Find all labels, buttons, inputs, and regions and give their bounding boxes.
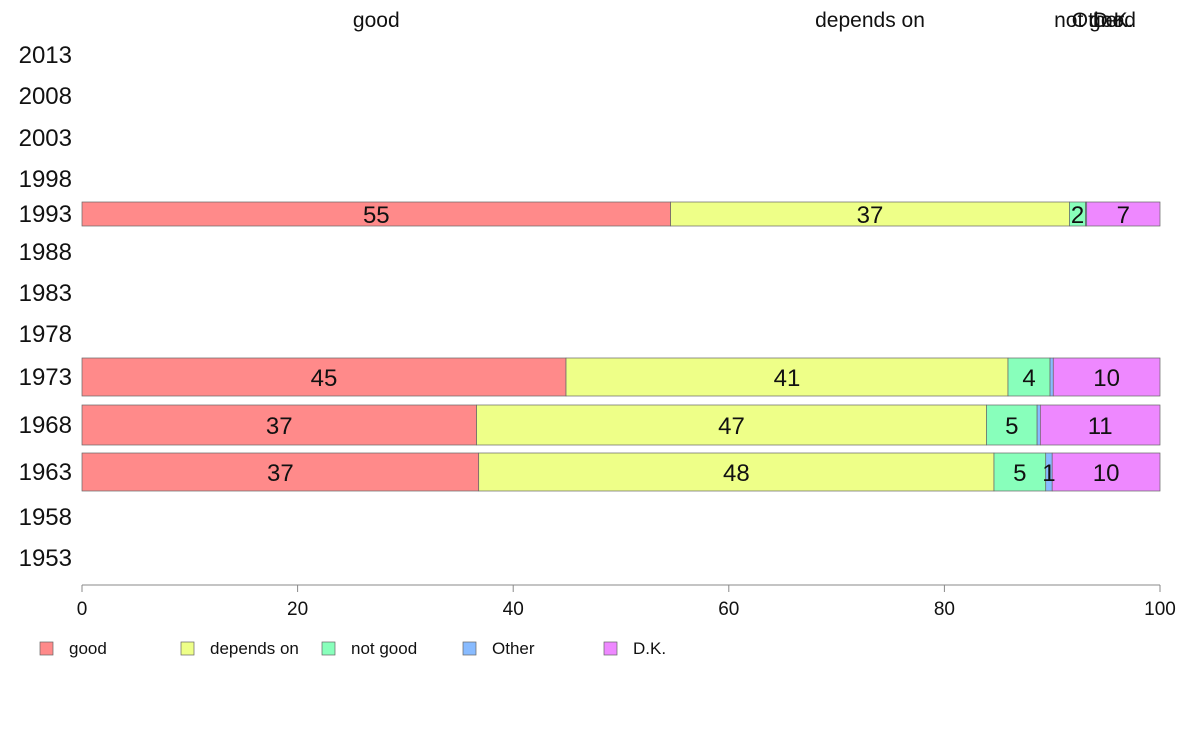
bar-1968-depends-on — [476, 404, 987, 446]
y-tick-1978: 1978 — [19, 321, 72, 348]
label-1993-depends-on: 37 — [857, 202, 884, 229]
label-1963-good: 37 — [267, 460, 294, 487]
label-1993-not-good: 2 — [1071, 202, 1084, 229]
y-tick-1983: 1983 — [19, 280, 72, 307]
label-1973-good: 45 — [311, 365, 338, 392]
y-tick-1988: 1988 — [19, 239, 72, 266]
top-label-depends-on: depends on — [815, 9, 925, 32]
label-1968-d-k: 11 — [1088, 413, 1113, 440]
label-1973-depends-on: 41 — [774, 365, 801, 392]
label-1993-d-k: 7 — [1117, 202, 1130, 229]
label-1973-not-good: 4 — [1022, 365, 1035, 392]
bar-1973-not-good — [1007, 357, 1051, 397]
bar-1963-not-good — [993, 452, 1047, 492]
legend-swatch-d-k — [603, 641, 618, 656]
bar-1973-other — [1049, 357, 1054, 397]
label-1973-d-k: 10 — [1093, 365, 1120, 392]
x-tick-20: 20 — [287, 599, 308, 620]
y-tick-2008: 2008 — [19, 83, 72, 110]
label-1963-d-k: 10 — [1093, 460, 1120, 487]
x-tick-80: 80 — [934, 599, 955, 620]
legend-label-other: Other — [492, 639, 535, 658]
y-tick-1968: 1968 — [19, 412, 72, 439]
bar-1963-depends-on — [478, 452, 995, 492]
legend-label-good: good — [69, 639, 107, 658]
y-tick-1953: 1953 — [19, 545, 72, 572]
bar-1968-good — [81, 404, 477, 446]
label-1968-depends-on: 47 — [718, 413, 745, 440]
label-1963-other: 1 — [1042, 460, 1055, 487]
x-axis: 0 20 40 60 80 100 — [77, 584, 1176, 620]
top-label-d-k: D.K. — [1093, 9, 1134, 32]
legend-label-depends-on: depends on — [210, 639, 299, 658]
bar-1963-good — [81, 452, 480, 492]
y-tick-1973: 1973 — [19, 364, 72, 391]
y-tick-1993: 1993 — [19, 201, 72, 228]
y-tick-1963: 1963 — [19, 459, 72, 486]
x-tick-100: 100 — [1144, 599, 1176, 620]
legend: good depends on not good Other D.K. — [39, 639, 666, 658]
segment-labels: 55 37 2 7 45 41 4 10 37 47 5 11 37 48 5 1 10 — [266, 202, 1130, 487]
y-tick-2003: 2003 — [19, 125, 72, 152]
label-1968-good: 37 — [266, 413, 293, 440]
bar-1993-d-k — [1086, 201, 1161, 227]
bar-1973-d-k — [1052, 357, 1161, 397]
x-tick-0: 0 — [77, 599, 88, 620]
label-1968-not-good: 5 — [1005, 413, 1018, 440]
bar-1993-good — [81, 201, 671, 227]
legend-label-d-k: D.K. — [633, 639, 666, 658]
bars — [81, 201, 1161, 492]
label-1963-depends-on: 48 — [723, 460, 750, 487]
label-1993-good: 55 — [363, 202, 390, 229]
y-tick-2013: 2013 — [19, 42, 72, 69]
bar-1968-d-k — [1039, 404, 1161, 446]
legend-swatch-good — [39, 641, 54, 656]
legend-swatch-depends-on — [180, 641, 195, 656]
top-label-not-good: not good — [1054, 9, 1136, 32]
legend-swatch-other — [462, 641, 477, 656]
label-1963-not-good: 5 — [1013, 460, 1026, 487]
top-label-other: Other — [1072, 9, 1125, 32]
y-axis-labels: 2013 2008 2003 1998 1993 1988 1983 1978 1973 1968… — [19, 42, 72, 572]
x-tick-40: 40 — [503, 599, 524, 620]
top-label-good: good — [353, 9, 400, 32]
x-tick-60: 60 — [718, 599, 739, 620]
bar-1963-d-k — [1051, 452, 1161, 492]
y-tick-1958: 1958 — [19, 504, 72, 531]
legend-label-not-good: not good — [351, 639, 417, 658]
y-tick-1998: 1998 — [19, 166, 72, 193]
legend-swatch-not-good — [321, 641, 336, 656]
bar-1968-other — [1036, 404, 1041, 446]
